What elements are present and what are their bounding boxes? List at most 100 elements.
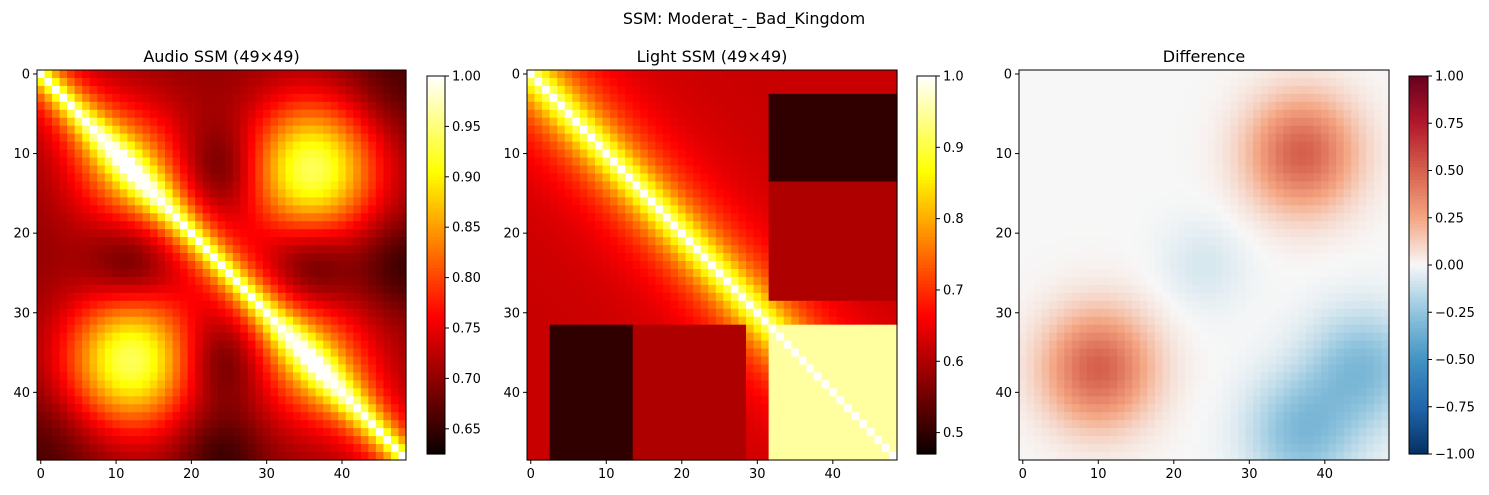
heatmap-cell [187, 221, 196, 230]
heatmap-cell [859, 268, 868, 278]
heatmap-cell [821, 404, 830, 413]
heatmap-cell [119, 181, 128, 190]
heatmap-cell [353, 181, 362, 190]
heatmap-cell [655, 77, 664, 87]
heatmap-cell [44, 109, 53, 119]
heatmap-cell [625, 356, 634, 366]
heatmap-cell [262, 444, 272, 453]
heatmap-cell [300, 189, 309, 198]
heatmap-cell [37, 261, 46, 270]
heatmap-cell [390, 245, 400, 254]
heatmap-cell [44, 261, 53, 270]
heatmap-cell [255, 324, 264, 334]
heatmap-cell [670, 109, 679, 119]
heatmap-cell [761, 364, 770, 374]
heatmap-cell [625, 348, 634, 358]
heatmap-cell [300, 245, 309, 254]
heatmap-cell [685, 428, 694, 437]
heatmap-cell [149, 444, 159, 453]
heatmap-cell [844, 229, 853, 238]
heatmap-cell [859, 117, 868, 127]
heatmap-cell [851, 428, 860, 437]
heatmap-cell [338, 181, 347, 190]
heatmap-cell [134, 372, 144, 382]
heatmap-cell [270, 93, 279, 103]
heatmap-cell [308, 404, 317, 413]
heatmap-cell [700, 229, 709, 238]
heatmap-cell [625, 372, 634, 382]
heatmap-cell [338, 149, 347, 159]
heatmap-cell [338, 237, 347, 246]
heatmap-cell [723, 253, 732, 262]
heatmap-cell [723, 189, 732, 198]
heatmap-cell [791, 213, 800, 222]
heatmap-cell [617, 261, 626, 270]
heatmap-cell [232, 340, 241, 350]
heatmap-cell [640, 245, 649, 254]
heatmap-cell [323, 109, 332, 119]
heatmap-cell [730, 276, 740, 286]
heatmap-cell [308, 229, 317, 238]
heatmap-cell [579, 85, 589, 95]
heatmap-cell [195, 149, 204, 159]
heatmap-cell [293, 388, 302, 397]
heatmap-cell [602, 404, 611, 413]
heatmap-cell [308, 428, 317, 437]
heatmap-cell [247, 237, 256, 246]
heatmap-cell [217, 372, 226, 382]
heatmap-cell [874, 70, 883, 79]
heatmap-cell [632, 276, 641, 286]
heatmap-cell [308, 181, 317, 190]
colorbar-tick-label: 0.80 [452, 271, 481, 286]
heatmap-cell [134, 292, 144, 302]
heatmap-cell [617, 308, 626, 318]
heatmap-cell [247, 205, 256, 214]
heatmap-cell [240, 276, 249, 286]
heatmap-cell [52, 452, 61, 461]
heatmap-cell [165, 356, 174, 366]
heatmap-cell [285, 253, 294, 262]
heatmap-cell [783, 420, 792, 429]
heatmap-cell [594, 452, 604, 461]
heatmap-cell [59, 276, 68, 286]
heatmap-cell [59, 444, 68, 453]
heatmap-cell [859, 229, 868, 238]
heatmap-cell [398, 364, 407, 374]
heatmap-cell [285, 109, 294, 119]
heatmap-cell [534, 253, 543, 262]
heatmap-cell [74, 85, 83, 95]
heatmap-cell [383, 340, 392, 350]
heatmap-cell [768, 189, 777, 198]
heatmap-cell [360, 221, 369, 230]
heatmap-cell [851, 157, 860, 167]
heatmap-cell [360, 268, 369, 278]
heatmap-cell [157, 205, 166, 214]
heatmap-cell [685, 292, 694, 302]
heatmap-cell [791, 157, 800, 167]
heatmap-cell [662, 141, 672, 151]
heatmap-cell [730, 300, 740, 310]
heatmap-cell [277, 380, 287, 389]
heatmap-cell [37, 404, 46, 413]
heatmap-cell [97, 420, 106, 429]
heatmap-cell [647, 292, 656, 302]
heatmap-cell [119, 141, 128, 151]
heatmap-cell [594, 197, 604, 206]
heatmap-cell [587, 292, 596, 302]
heatmap-cell [172, 125, 181, 135]
heatmap-cell [761, 452, 770, 461]
heatmap-cell [678, 340, 687, 350]
heatmap-cell [693, 85, 702, 95]
heatmap-cell [829, 380, 838, 389]
heatmap-cell [127, 292, 136, 302]
heatmap-cell [806, 388, 815, 397]
heatmap-cell [195, 197, 204, 206]
heatmap-cell [670, 229, 679, 238]
heatmap-cell [375, 125, 385, 135]
heatmap-cell [127, 229, 136, 238]
heatmap-cell [829, 292, 838, 302]
heatmap-cell [293, 141, 302, 151]
heatmap-cell [195, 436, 204, 445]
heatmap-cell [806, 109, 815, 119]
x-tick-label: 0 [527, 467, 535, 482]
